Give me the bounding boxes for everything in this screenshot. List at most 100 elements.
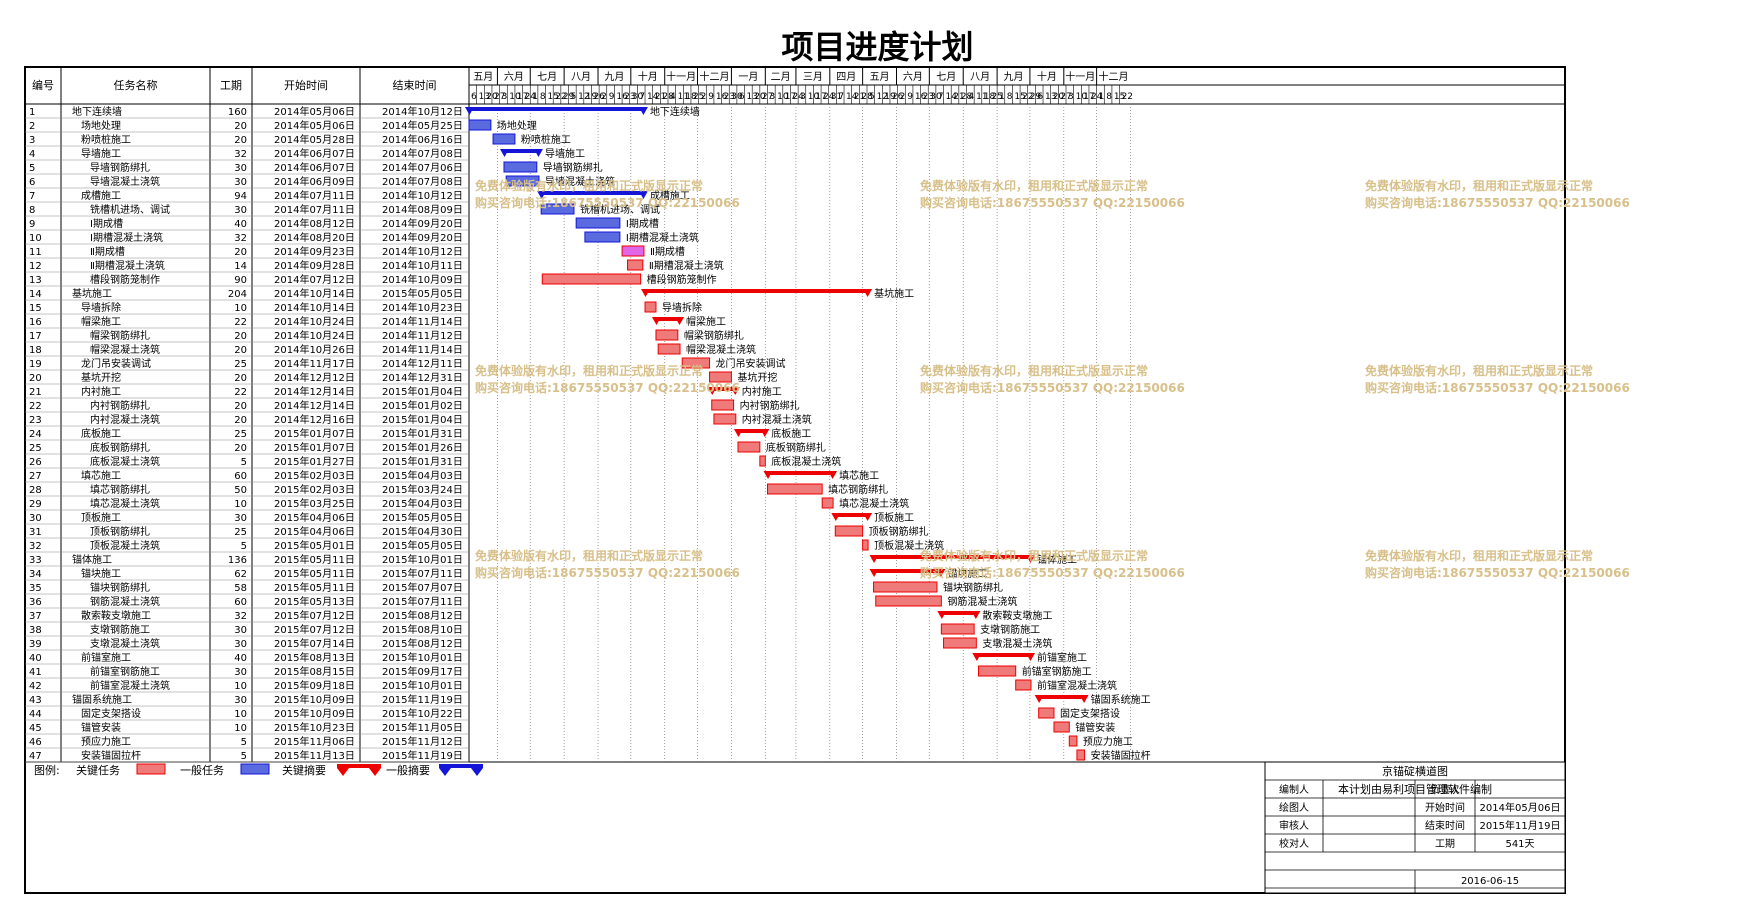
task-name: 锚管安装 — [81, 721, 121, 734]
info-label: 绘图人 — [1279, 801, 1309, 814]
task-duration: 20 — [234, 121, 247, 132]
task-start: 2014年06月07日 — [274, 161, 355, 174]
bar-label: Ⅱ期槽混凝土浇筑 — [649, 259, 724, 272]
page-title: 项目进度计划 — [781, 28, 974, 66]
task-end: 2014年10月11日 — [382, 259, 463, 272]
bar-label: 底板钢筋绑扎 — [766, 441, 826, 454]
bar-label: 锚块施工 — [947, 567, 987, 580]
summary-start-cap — [651, 317, 661, 325]
task-end: 2015年11月19日 — [382, 749, 463, 762]
bar-label: 基坑施工 — [874, 287, 914, 300]
task-id: 28 — [29, 485, 42, 496]
task-start: 2014年05月06日 — [274, 105, 355, 118]
task-bar — [759, 455, 766, 467]
task-start: 2015年11月13日 — [274, 749, 355, 762]
info-value: 2014年05月06日 — [1480, 801, 1561, 814]
task-end: 2014年10月12日 — [382, 245, 463, 258]
task-name: 粉喷桩施工 — [81, 133, 131, 146]
header-duration: 工期 — [220, 79, 242, 92]
task-duration: 25 — [234, 527, 247, 538]
task-id: 30 — [29, 513, 42, 524]
summary-bar — [835, 513, 869, 517]
task-start: 2014年07月11日 — [274, 203, 355, 216]
task-name: 龙门吊安装调试 — [81, 357, 151, 370]
task-name: 导墙拆除 — [81, 301, 121, 314]
info-value: 541天 — [1505, 839, 1534, 850]
legend-label: 图例: — [34, 763, 60, 777]
legend-normal-task-swatch — [240, 763, 270, 775]
bar-label: 填芯钢筋绑扎 — [828, 483, 888, 496]
task-start: 2015年11月06日 — [274, 735, 355, 748]
timeline-header: 五月 六月 七月 八月 九月 十月 十一月 十二月 一月 二月 三月 四月 五月 六月 七月 八月 九月 十月 十一… — [471, 67, 1133, 104]
task-name: 槽段钢筋笼制作 — [90, 273, 160, 286]
task-id: 32 — [29, 541, 42, 552]
task-bar — [492, 133, 516, 145]
task-duration: 10 — [234, 681, 247, 692]
task-name: 导墙混凝土浇筑 — [90, 175, 160, 188]
week-label: 7 — [938, 92, 944, 102]
task-end: 2015年11月19日 — [382, 693, 463, 706]
task-duration: 30 — [234, 177, 247, 188]
task-id: 45 — [29, 723, 42, 734]
task-name: 基坑施工 — [72, 287, 112, 300]
bar-label: 成槽施工 — [650, 189, 690, 202]
task-bar — [737, 441, 761, 453]
bar-label: 前锚室钢筋施工 — [1022, 665, 1092, 678]
task-start: 2015年10月09日 — [274, 707, 355, 720]
summary-end-cap — [638, 191, 648, 199]
task-name: 顶板施工 — [81, 511, 121, 524]
task-id: 13 — [29, 275, 42, 286]
task-end: 2015年10月01日 — [382, 651, 463, 664]
task-duration: 30 — [234, 163, 247, 174]
watermark-line: 免费体验版有水印，租用和正式版显示正常 — [1365, 178, 1593, 193]
task-duration: 20 — [234, 345, 247, 356]
bar-label: Ⅰ期成槽 — [626, 217, 659, 230]
task-id: 16 — [29, 317, 42, 328]
task-duration: 10 — [234, 303, 247, 314]
legend-critical-summary: 关键摘要 — [282, 763, 326, 777]
task-name: 填芯施工 — [81, 469, 121, 482]
watermark-line: 免费体验版有水印，租用和正式版显示正常 — [1365, 363, 1593, 378]
task-name: 导墙施工 — [81, 147, 121, 160]
header-id: 编号 — [32, 78, 54, 92]
bar-label: 支墩混凝土浇筑 — [982, 637, 1052, 650]
summary-start-cap — [763, 471, 773, 479]
summary-start-cap — [499, 149, 509, 157]
summary-start-cap — [937, 611, 947, 619]
summary-bar — [767, 471, 834, 475]
task-end: 2015年01月02日 — [382, 399, 463, 412]
bar-label: 帽梁施工 — [686, 315, 726, 328]
week-label: 1 — [999, 92, 1005, 102]
task-end: 2014年11月12日 — [382, 329, 463, 342]
task-duration: 20 — [234, 135, 247, 146]
task-start: 2015年05月01日 — [274, 539, 355, 552]
week-label: 7 — [639, 92, 645, 102]
summary-end-cap — [828, 471, 838, 479]
legend-critical-summary-swatch — [337, 764, 381, 776]
info-label: 负责人 — [1430, 783, 1460, 796]
task-start: 2015年05月13日 — [274, 595, 355, 608]
task-start: 2014年10月24日 — [274, 315, 355, 328]
task-duration: 30 — [234, 513, 247, 524]
bar-label: 导墙施工 — [545, 147, 585, 160]
bar-label: 钢筋混凝土浇筑 — [947, 595, 1017, 608]
week-label: 3 — [769, 92, 775, 102]
summary-bar — [1038, 695, 1085, 699]
bar-label: 龙门吊安装调试 — [716, 357, 786, 370]
task-end: 2015年03月24日 — [382, 483, 463, 496]
task-start: 2014年08月12日 — [274, 217, 355, 230]
summary-start-cap — [972, 653, 982, 661]
task-bar — [1068, 735, 1078, 747]
watermark-line: 购买咨询电话:18675550537 QQ:22150066 — [1365, 565, 1630, 580]
task-start: 2015年02月03日 — [274, 483, 355, 496]
task-name: 成槽施工 — [81, 189, 121, 202]
task-name: 底板施工 — [81, 427, 121, 440]
task-end: 2015年05月05日 — [382, 287, 463, 300]
bar-label: 导墙混凝土浇筑 — [545, 175, 615, 188]
task-start: 2014年05月06日 — [274, 119, 355, 132]
task-duration: 40 — [234, 653, 247, 664]
week-label: 8 — [1007, 92, 1013, 102]
task-end: 2015年08月12日 — [382, 609, 463, 622]
task-name: 支墩钢筋施工 — [90, 623, 150, 636]
